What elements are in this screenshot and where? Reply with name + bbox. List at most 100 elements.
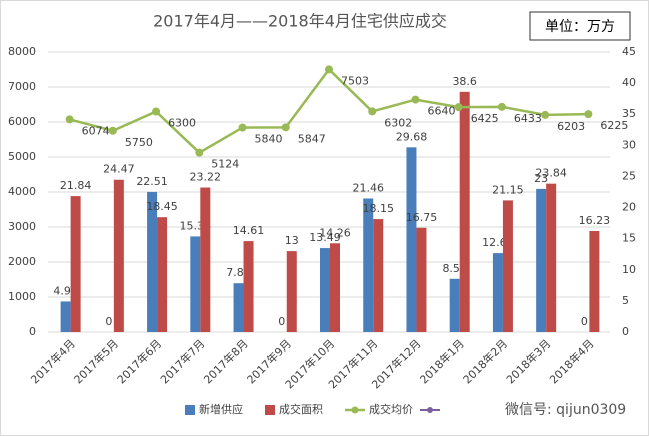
line-marker	[152, 107, 161, 116]
bar-value-label: 16.75	[406, 211, 438, 224]
bar	[502, 200, 513, 332]
legend-marker	[351, 406, 359, 414]
y2-tick-label: 30	[622, 138, 636, 151]
line-value-label: 5840	[255, 133, 283, 146]
bar	[492, 253, 503, 332]
legend-label: 成交面积	[279, 402, 323, 416]
line-marker	[368, 107, 377, 116]
y2-tick-label: 45	[622, 45, 636, 58]
bar	[373, 219, 384, 332]
line-value-label: 6074	[82, 124, 110, 137]
line-value-label: 6640	[427, 105, 455, 118]
line-value-label: 6425	[471, 112, 499, 125]
line-value-label: 5750	[125, 136, 153, 149]
line-value-label: 6203	[557, 120, 585, 133]
unit-box	[529, 11, 631, 41]
bar	[459, 91, 470, 332]
y2-tick-label: 5	[622, 294, 629, 307]
bar-value-label: 21.84	[60, 179, 92, 192]
bar-value-label: 18.15	[362, 202, 394, 215]
bar	[449, 278, 460, 332]
legend-swatch	[185, 405, 195, 415]
bar-value-label: 18.45	[146, 200, 178, 213]
line-marker	[195, 148, 204, 157]
bar	[286, 251, 297, 332]
bar-value-label: 24.47	[103, 163, 135, 176]
line-value-label: 6302	[384, 116, 412, 129]
y-tick-label: 4000	[8, 185, 36, 198]
legend-swatch	[265, 405, 275, 415]
bar	[320, 248, 330, 332]
bar-value-label: 23	[534, 172, 548, 185]
bar-value-label: 13.49	[309, 231, 341, 244]
bar	[70, 196, 81, 332]
line-marker	[454, 103, 463, 112]
y-tick-label: 0	[29, 325, 36, 338]
line-marker	[281, 123, 290, 132]
bar	[157, 217, 168, 332]
line-marker	[497, 102, 506, 111]
line-value-label: 5847	[298, 132, 326, 145]
y2-tick-label: 0	[622, 325, 629, 338]
y2-tick-label: 40	[622, 76, 636, 89]
legend-label: 成交均价	[369, 402, 413, 416]
chart-title: 2017年4月——2018年4月住宅供应成交	[153, 12, 447, 31]
bar	[546, 183, 557, 332]
bar-value-label: 14.26	[319, 226, 351, 239]
y-tick-label: 3000	[8, 220, 36, 233]
bar	[233, 283, 244, 332]
bar-value-label: 14.61	[233, 224, 265, 237]
bar-value-label: 13	[285, 234, 299, 247]
bar-value-label: 0	[105, 315, 112, 328]
watermark: 微信号: qijun0309	[505, 402, 626, 418]
y-tick-label: 1000	[8, 290, 36, 303]
y-tick-label: 8000	[8, 45, 36, 58]
bar-value-label: 16.23	[579, 214, 611, 227]
bar	[406, 147, 417, 332]
y-tick-label: 7000	[8, 80, 36, 93]
legend-label: 新增供应	[199, 402, 243, 416]
line-marker	[108, 126, 117, 135]
bar	[589, 231, 600, 332]
line-value-label: 6300	[168, 117, 196, 130]
bar	[190, 236, 201, 332]
bar	[363, 198, 374, 332]
bar	[200, 187, 211, 332]
line-value-label: 5124	[211, 158, 239, 171]
bar-value-label: 21.46	[352, 181, 384, 194]
y2-tick-label: 35	[622, 107, 636, 120]
line-marker	[65, 115, 74, 124]
line-marker	[584, 110, 593, 119]
y-tick-label: 6000	[8, 115, 36, 128]
line-marker	[541, 110, 550, 119]
bar	[147, 191, 158, 332]
bar	[416, 227, 427, 332]
bar-value-label: 22.51	[136, 175, 168, 188]
y2-tick-label: 25	[622, 169, 636, 182]
bar-value-label: 38.6	[452, 75, 477, 88]
bar	[330, 243, 340, 332]
bar	[243, 241, 254, 332]
bar-value-label: 0	[581, 315, 588, 328]
line-marker	[325, 65, 333, 74]
line-marker	[238, 123, 247, 132]
y-tick-label: 5000	[8, 150, 36, 163]
bar-value-label: 29.68	[396, 130, 428, 143]
y-tick-label: 2000	[8, 255, 36, 268]
y2-tick-label: 20	[622, 201, 636, 214]
bar	[60, 301, 71, 332]
bar	[536, 188, 547, 332]
bar-value-label: 23.22	[190, 171, 222, 184]
y2-tick-label: 15	[622, 232, 636, 245]
bar-value-label: 0	[278, 315, 285, 328]
line-marker	[411, 95, 420, 104]
y2-tick-label: 10	[622, 263, 636, 276]
bar	[113, 179, 124, 332]
line-value-label: 6433	[514, 112, 542, 125]
legend-marker-extra	[427, 407, 433, 413]
line-value-label: 7503	[341, 74, 369, 87]
line-value-label: 6225	[600, 119, 628, 132]
unit-note: 单位：万方	[545, 19, 615, 35]
bar-value-label: 21.15	[492, 183, 524, 196]
